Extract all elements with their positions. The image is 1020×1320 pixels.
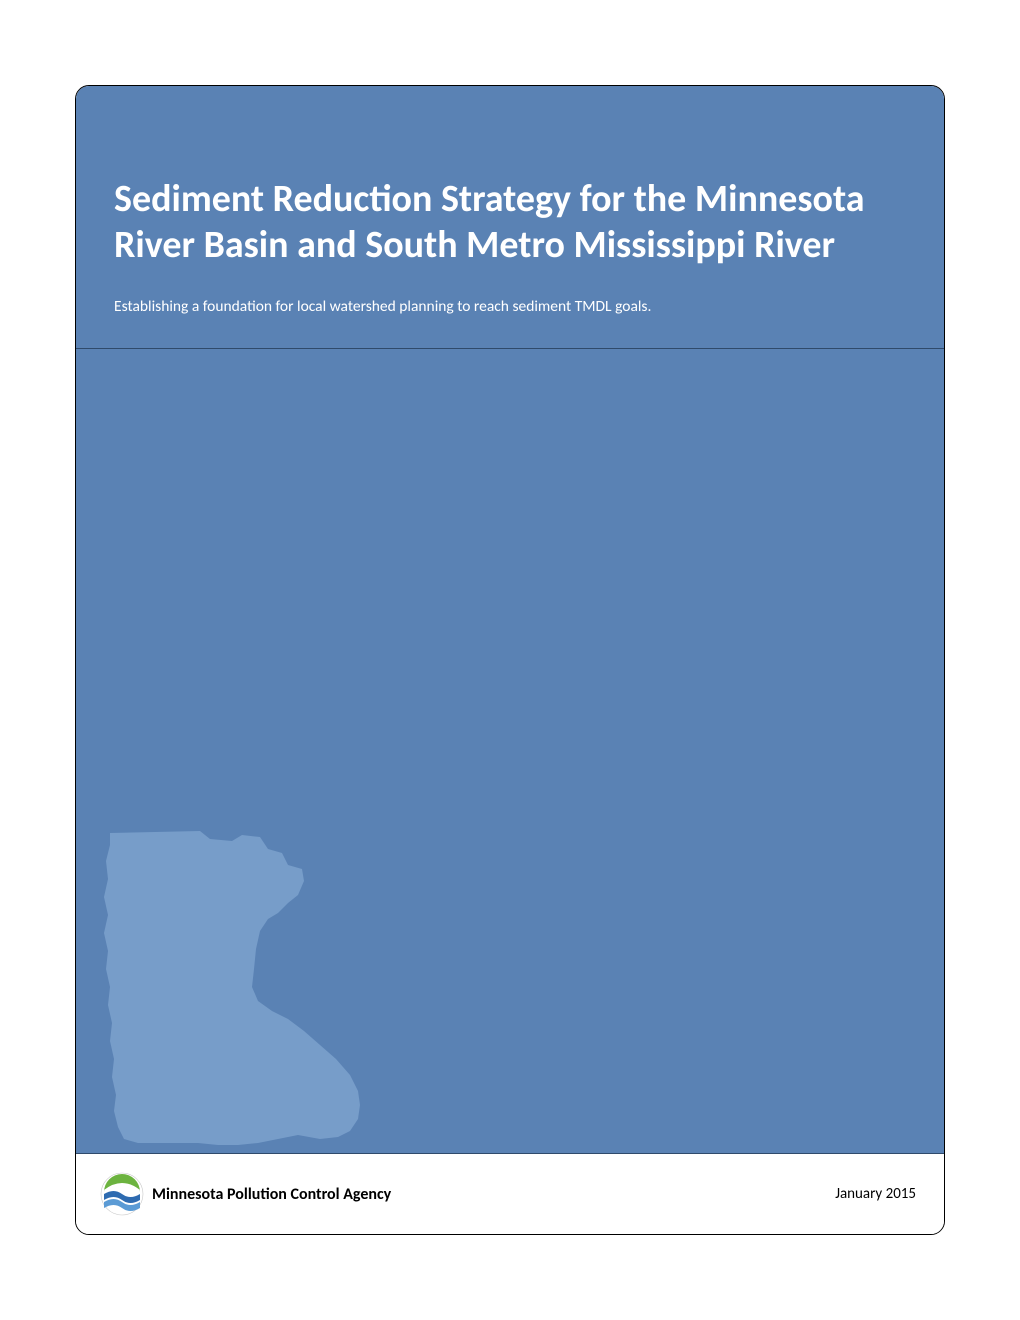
cover-graphic-block xyxy=(76,349,944,1153)
report-title: Sediment Reduction Strategy for the Minn… xyxy=(114,176,906,269)
cover-header-block: Sediment Reduction Strategy for the Minn… xyxy=(76,86,944,349)
cover-footer: Minnesota Pollution Control Agency Janua… xyxy=(76,1153,944,1234)
mpca-logo-icon xyxy=(100,1172,144,1216)
report-cover-page: Sediment Reduction Strategy for the Minn… xyxy=(75,85,945,1235)
publication-date: January 2015 xyxy=(835,1185,916,1203)
agency-logo-block: Minnesota Pollution Control Agency xyxy=(100,1172,391,1216)
report-subtitle: Establishing a foundation for local wate… xyxy=(114,297,906,318)
minnesota-state-icon xyxy=(82,819,372,1153)
agency-name: Minnesota Pollution Control Agency xyxy=(152,1185,391,1204)
